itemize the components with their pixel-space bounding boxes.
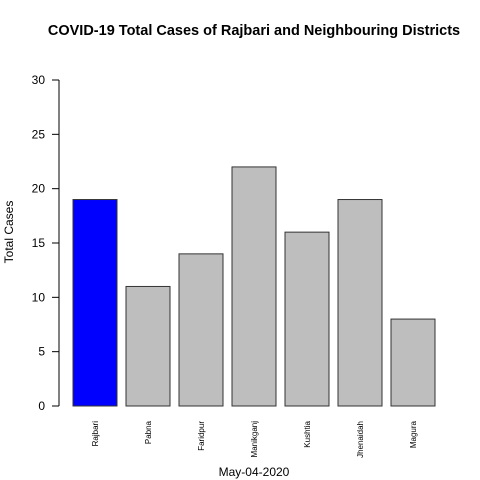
x-tick-label-jhenaidah: Jhenaidah	[356, 421, 365, 458]
y-tick-label: 0	[38, 399, 45, 413]
bar-faridpur	[178, 253, 224, 407]
x-tick-label-kushtia: Kushtia	[303, 420, 312, 447]
x-tick-labels: Rajbari Pabna Faridpur Manikganj Kushtia Jhen…	[91, 420, 418, 457]
bars	[72, 166, 436, 407]
x-tick-label-rajbari: Rajbari	[91, 421, 100, 447]
x-tick-label-pabna: Pabna	[144, 420, 153, 444]
x-axis-label: May-04-2020	[219, 465, 290, 479]
y-tick-label: 30	[32, 73, 46, 87]
x-tick-label-faridpur: Faridpur	[197, 421, 206, 451]
y-axis-label: Total Cases	[2, 201, 16, 264]
bar-pabna	[125, 285, 171, 407]
bar-jhenaidah	[337, 199, 383, 407]
x-tick-label-manikganj: Manikganj	[250, 421, 259, 458]
y-tick-label: 20	[32, 182, 46, 196]
bar-kushtia	[284, 231, 330, 407]
y-tick-label: 15	[32, 236, 46, 250]
bar-rajbari	[72, 199, 118, 407]
y-tick-label: 10	[32, 290, 46, 304]
bar-manikganj	[231, 166, 277, 407]
x-tick-label-magura: Magura	[409, 420, 418, 448]
y-tick-label: 25	[32, 127, 46, 141]
bar-magura	[390, 318, 436, 407]
y-axis: 0 5 10 15 20 25 30	[32, 73, 60, 413]
chart-title: COVID-19 Total Cases of Rajbari and Neig…	[48, 23, 460, 39]
y-tick-label: 5	[38, 345, 45, 359]
